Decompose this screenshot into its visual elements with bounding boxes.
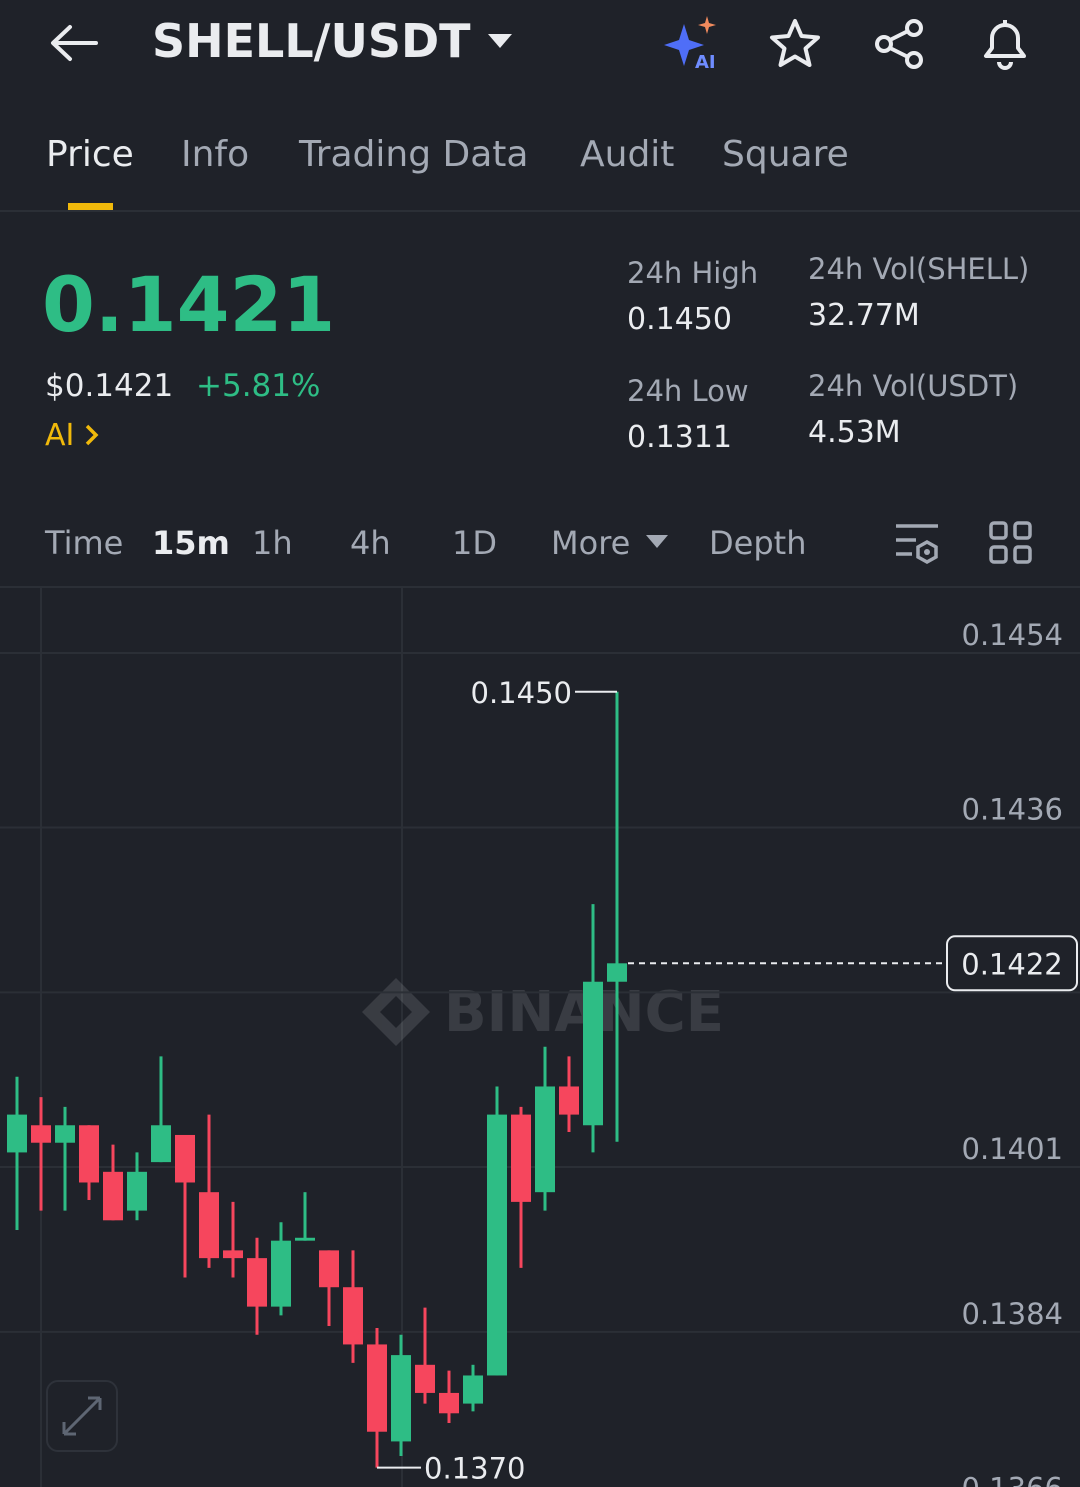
candle-body (391, 1355, 411, 1442)
stat-label: 24h Vol(SHELL) (808, 252, 1030, 286)
y-tick-label: 0.1366 (962, 1471, 1063, 1487)
timeframe[interactable]: 1h (252, 524, 293, 562)
stat-value: 4.53M (808, 415, 901, 450)
candle-body (151, 1125, 171, 1163)
y-tick-label: 0.1401 (962, 1132, 1063, 1166)
candle-body (319, 1250, 339, 1288)
high-marker-label: 0.1450 (471, 676, 572, 710)
candle-body (535, 1086, 555, 1193)
candle-body (127, 1171, 147, 1211)
stat-label: 24h Vol(USDT) (808, 369, 1019, 403)
ai-link[interactable]: AI (45, 418, 102, 453)
candle-body (439, 1392, 459, 1414)
price-change: +5.81% (196, 368, 321, 404)
pair-title[interactable]: SHELL/USDT (152, 14, 471, 68)
timeframe[interactable]: Time (45, 524, 124, 562)
tab[interactable]: Square (722, 134, 849, 175)
stat-value: 0.1450 (627, 302, 732, 337)
stat-label: 24h High (627, 256, 759, 290)
candle-body (271, 1240, 291, 1307)
candle-body (511, 1114, 531, 1202)
candle-body (583, 981, 603, 1126)
ai-label: AI (45, 418, 75, 453)
tab[interactable]: Trading Data (299, 134, 529, 175)
stat-value: 32.77M (808, 298, 920, 333)
layout-button[interactable] (988, 520, 1034, 566)
candle-body (31, 1125, 51, 1143)
svg-text:AI: AI (695, 52, 716, 72)
candle-body (223, 1250, 243, 1259)
y-tick-label: 0.1454 (962, 618, 1063, 652)
more-dropdown (646, 535, 668, 548)
candle-body (343, 1287, 363, 1345)
pair-dropdown[interactable] (486, 32, 514, 52)
watermark: BINANCE (362, 978, 724, 1046)
ai-icon[interactable]: AI (662, 14, 724, 72)
timeframe[interactable]: Depth (709, 524, 807, 562)
candle-body (367, 1344, 387, 1432)
divider (0, 586, 1080, 588)
candle-body (79, 1125, 99, 1183)
stat-value: 0.1311 (627, 420, 732, 455)
last-price-label: 0.1422 (961, 947, 1062, 981)
candle-body (559, 1086, 579, 1115)
candle-body (295, 1237, 315, 1241)
chevron (86, 424, 99, 446)
tab[interactable]: Info (181, 134, 250, 175)
candle-body (55, 1125, 75, 1143)
favorite-button[interactable] (768, 18, 822, 70)
candle-body (415, 1364, 435, 1393)
tab[interactable]: Audit (580, 134, 675, 175)
candle-body (199, 1192, 219, 1259)
tab[interactable]: Price (46, 134, 134, 175)
candlestick-chart: BINANCE 0.14540.14360.14190.14010.13840.… (0, 588, 1080, 1487)
last-price: 0.1421 (42, 260, 336, 349)
candle-body (607, 963, 627, 982)
usd-price: $0.1421 (45, 368, 174, 404)
timeframe[interactable]: 15m (152, 524, 230, 562)
timeframe[interactable]: 1D (452, 524, 497, 562)
y-tick-label: 0.1384 (962, 1297, 1063, 1331)
candle-body (487, 1114, 507, 1376)
candle-body (7, 1114, 27, 1153)
divider (0, 210, 1080, 212)
candle-body (463, 1375, 483, 1404)
stat-label: 24h Low (627, 374, 749, 408)
candle-body (247, 1258, 267, 1307)
fullscreen-button[interactable] (46, 1380, 118, 1452)
low-marker-label: 0.1370 (424, 1452, 525, 1486)
share-button[interactable] (872, 18, 928, 70)
tab-indicator (68, 203, 113, 210)
timeframe[interactable]: More (551, 524, 631, 562)
indicator-settings[interactable] (894, 520, 942, 566)
y-tick-label: 0.1436 (962, 793, 1063, 827)
back-button[interactable] (48, 22, 100, 64)
expand-icon (62, 1396, 102, 1436)
last-price-box (946, 935, 1078, 992)
timeframe[interactable]: 4h (350, 524, 391, 562)
candle-body (103, 1171, 123, 1221)
candle-body (175, 1134, 195, 1183)
alert-button[interactable] (978, 14, 1032, 70)
